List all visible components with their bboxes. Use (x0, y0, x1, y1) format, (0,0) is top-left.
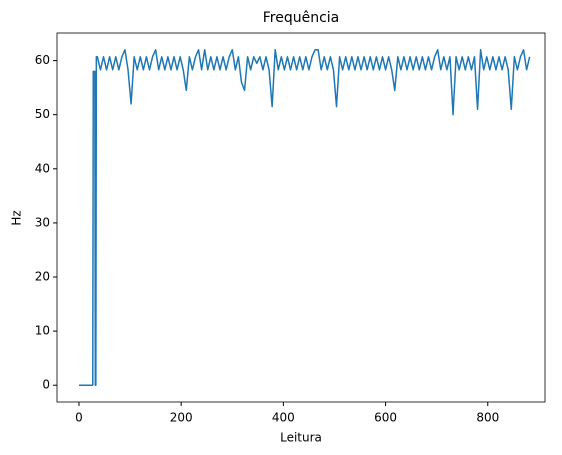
x-tick-label: 400 (272, 411, 295, 425)
line-series (78, 49, 531, 386)
y-tick-label: 40 (35, 161, 50, 175)
y-tick-label: 20 (35, 270, 50, 284)
x-axis-label: Leitura (280, 431, 322, 445)
y-tick-label: 0 (42, 378, 50, 392)
y-tick-label: 30 (35, 215, 50, 229)
y-tick-label: 60 (35, 53, 50, 67)
x-tick-label: 0 (75, 411, 83, 425)
plot-frame (56, 32, 546, 403)
chart-title: Frequência (263, 10, 340, 26)
y-tick-label: 10 (35, 324, 50, 338)
y-tick-label: 50 (35, 107, 50, 121)
y-axis-label: Hz (10, 210, 24, 225)
x-tick-label: 200 (170, 411, 193, 425)
x-tick-label: 600 (374, 411, 397, 425)
x-tick-label: 800 (476, 411, 499, 425)
